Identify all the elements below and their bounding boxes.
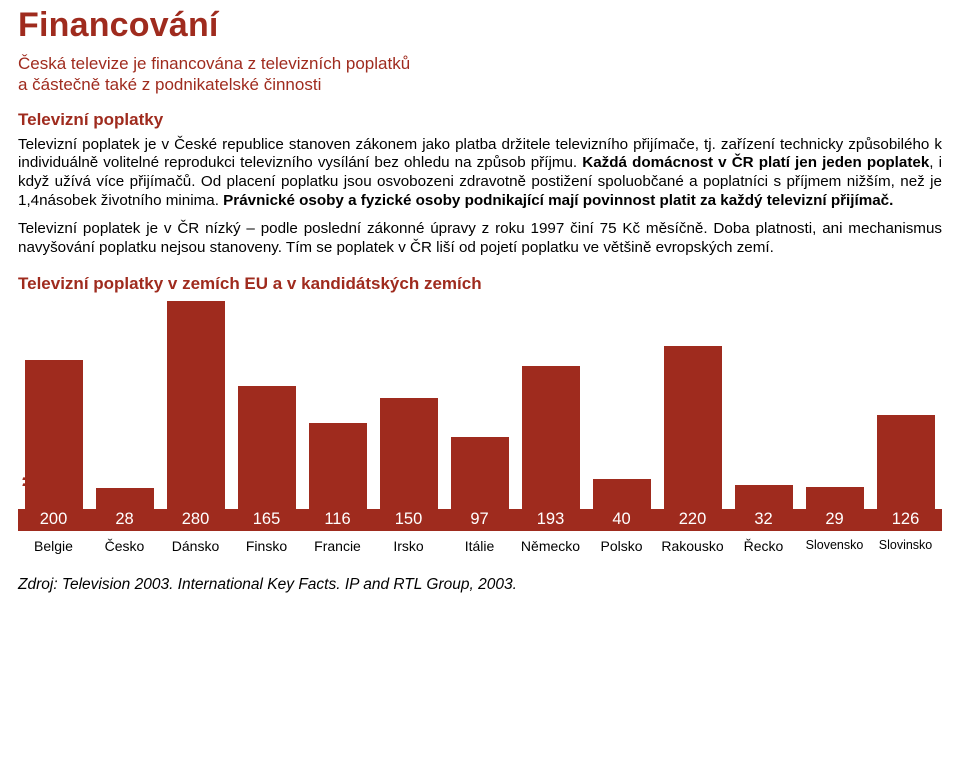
chart-bar-slot (302, 301, 373, 509)
chart-bar-slot (728, 301, 799, 509)
chart-source: Zdroj: Television 2003. International Ke… (18, 576, 942, 594)
chart-bar-value: 280 (160, 510, 231, 529)
para1-bold1: Každá domácnost v ČR platí jen jeden pop… (582, 154, 929, 171)
chart-bar (522, 366, 580, 509)
chart-bar (380, 398, 438, 509)
chart-label-row: BelgieČeskoDánskoFinskoFrancieIrskoItáli… (18, 538, 941, 554)
chart-bar (238, 386, 296, 509)
chart-bar-value: 200 (18, 510, 89, 529)
para1-bold2: Právnické osoby a fyzické osoby podnikaj… (223, 192, 893, 209)
chart-bar (309, 423, 367, 509)
chart-bar (593, 479, 651, 509)
chart-bar-label: Polsko (586, 538, 657, 554)
paragraph-2: Televizní poplatek je v ČR nízký – podle… (18, 220, 942, 257)
chart-bar-value: 150 (373, 510, 444, 529)
chart-bar-label: Rakousko (657, 538, 728, 554)
chart-bar (877, 415, 935, 509)
chart-bar-label: Německo (515, 538, 586, 554)
chart-bar (96, 488, 154, 509)
chart-bar (167, 301, 225, 509)
chart-bar-label: Slovensko (799, 538, 870, 554)
chart-bar-label: Finsko (231, 538, 302, 554)
chart-bar-value: 97 (444, 510, 515, 529)
chart-bar-label: Řecko (728, 538, 799, 554)
chart-bar-slot (444, 301, 515, 509)
chart-bar-value: 165 (231, 510, 302, 529)
page-title: Financování (18, 6, 942, 45)
chart-bar-value: 28 (89, 510, 160, 529)
fee-chart: € 2002828016511615097193402203229126 Bel… (18, 300, 942, 558)
chart-bars (18, 301, 941, 509)
paragraph-1: Televizní poplatek je v České republice … (18, 136, 942, 211)
chart-bar-value: 116 (302, 510, 373, 529)
chart-bar (664, 346, 722, 509)
chart-bar-label: Dánsko (160, 538, 231, 554)
chart-bar (25, 360, 83, 509)
chart-bar-slot (586, 301, 657, 509)
chart-bar-slot (870, 301, 941, 509)
page-subtitle: Česká televize je financována z televizn… (18, 53, 942, 96)
chart-bar-slot (18, 301, 89, 509)
chart-bar-slot (89, 301, 160, 509)
chart-bar-value: 220 (657, 510, 728, 529)
chart-value-row: 2002828016511615097193402203229126 (18, 509, 941, 531)
chart-bar-label: Belgie (18, 538, 89, 554)
chart-bar-slot (373, 301, 444, 509)
chart-bar-value: 126 (870, 510, 941, 529)
chart-bar-value: 193 (515, 510, 586, 529)
chart-bar-label: Irsko (373, 538, 444, 554)
chart-bar-slot (231, 301, 302, 509)
chart-heading: Televizní poplatky v zemích EU a v kandi… (18, 274, 942, 294)
chart-bar-label: Francie (302, 538, 373, 554)
chart-bar-slot (160, 301, 231, 509)
chart-bar (451, 437, 509, 509)
chart-bar-value: 32 (728, 510, 799, 529)
chart-bar (806, 487, 864, 509)
chart-bar-slot (799, 301, 870, 509)
chart-bar-value: 40 (586, 510, 657, 529)
chart-bar (735, 485, 793, 509)
chart-bar-slot (657, 301, 728, 509)
chart-bar-label: Itálie (444, 538, 515, 554)
chart-bar-label: Slovinsko (870, 538, 941, 554)
chart-bar-slot (515, 301, 586, 509)
chart-bar-value: 29 (799, 510, 870, 529)
chart-bar-label: Česko (89, 538, 160, 554)
section-heading-poplatky: Televizní poplatky (18, 110, 942, 130)
